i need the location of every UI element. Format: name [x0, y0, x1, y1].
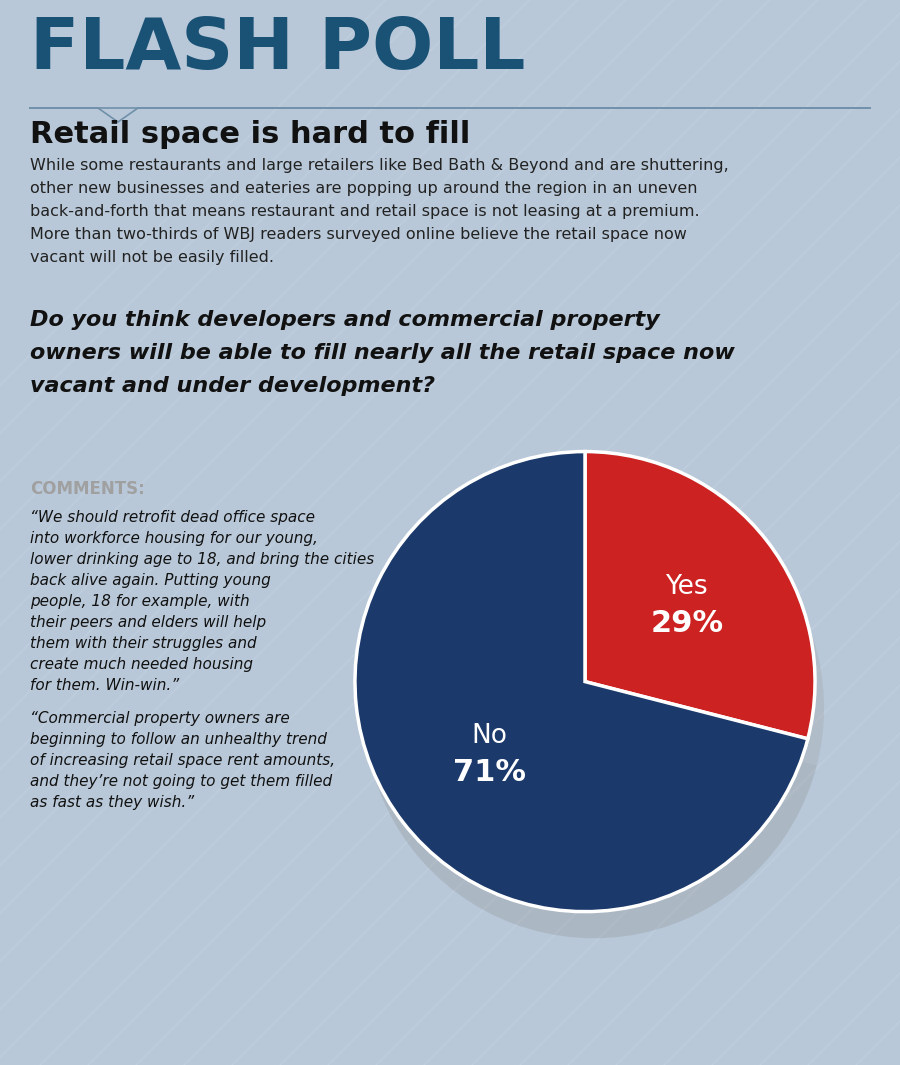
Text: of increasing retail space rent amounts,: of increasing retail space rent amounts,: [30, 753, 335, 768]
Wedge shape: [355, 452, 808, 912]
Text: lower drinking age to 18, and bring the cities: lower drinking age to 18, and bring the …: [30, 552, 374, 567]
Text: vacant and under development?: vacant and under development?: [30, 376, 435, 396]
Text: back-and-forth that means restaurant and retail space is not leasing at a premiu: back-and-forth that means restaurant and…: [30, 204, 699, 219]
Text: Do you think developers and commercial property: Do you think developers and commercial p…: [30, 310, 660, 330]
Text: 29%: 29%: [650, 609, 724, 638]
Text: as fast as they wish.”: as fast as they wish.”: [30, 794, 194, 810]
Wedge shape: [364, 478, 817, 938]
Text: create much needed housing: create much needed housing: [30, 657, 253, 672]
Text: While some restaurants and large retailers like Bed Bath & Beyond and are shutte: While some restaurants and large retaile…: [30, 158, 729, 173]
Text: “Commercial property owners are: “Commercial property owners are: [30, 711, 290, 726]
Text: vacant will not be easily filled.: vacant will not be easily filled.: [30, 250, 274, 265]
Text: COMMENTS:: COMMENTS:: [30, 480, 145, 498]
Text: owners will be able to fill nearly all the retail space now: owners will be able to fill nearly all t…: [30, 343, 734, 363]
Text: their peers and elders will help: their peers and elders will help: [30, 615, 266, 630]
Text: No: No: [472, 723, 508, 749]
Wedge shape: [594, 478, 824, 766]
Text: 71%: 71%: [453, 758, 526, 787]
Text: other new businesses and eateries are popping up around the region in an uneven: other new businesses and eateries are po…: [30, 181, 698, 196]
Wedge shape: [585, 452, 815, 739]
Text: people, 18 for example, with: people, 18 for example, with: [30, 594, 249, 609]
Text: “We should retrofit dead office space: “We should retrofit dead office space: [30, 510, 315, 525]
Text: back alive again. Putting young: back alive again. Putting young: [30, 573, 271, 588]
Text: for them. Win-win.”: for them. Win-win.”: [30, 678, 179, 693]
Text: Retail space is hard to fill: Retail space is hard to fill: [30, 120, 471, 149]
Text: into workforce housing for our young,: into workforce housing for our young,: [30, 531, 318, 546]
Text: them with their struggles and: them with their struggles and: [30, 636, 256, 651]
Text: FLASH POLL: FLASH POLL: [30, 15, 526, 84]
Text: beginning to follow an unhealthy trend: beginning to follow an unhealthy trend: [30, 732, 327, 747]
Text: Yes: Yes: [665, 574, 708, 600]
Text: More than two-thirds of WBJ readers surveyed online believe the retail space now: More than two-thirds of WBJ readers surv…: [30, 227, 687, 242]
Text: and they’re not going to get them filled: and they’re not going to get them filled: [30, 774, 332, 789]
